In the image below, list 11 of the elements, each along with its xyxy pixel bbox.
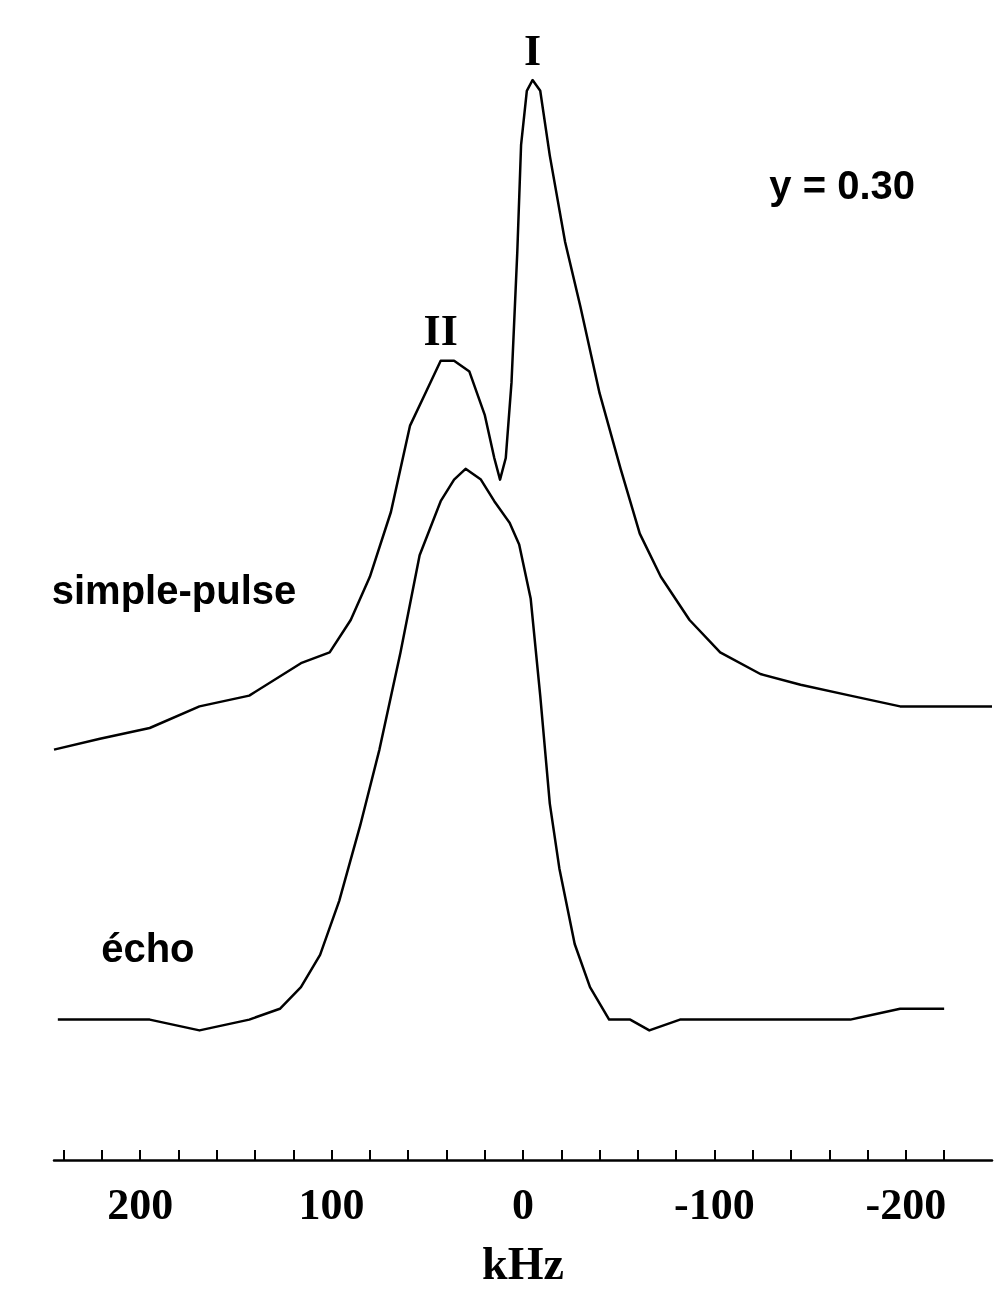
x-axis-title: kHz [482,1237,564,1289]
x-tick-label: 200 [107,1179,174,1229]
x-tick-label: -200 [865,1179,947,1229]
x-tick-label: 0 [512,1179,534,1229]
annotation: II [423,306,458,356]
annotation: I [524,25,542,75]
series-label: écho [101,925,195,970]
x-tick-label: 100 [298,1179,365,1229]
series-label: simple-pulse [51,567,297,612]
x-tick-label: -100 [674,1179,755,1229]
annotation: y = 0.30 [769,163,915,207]
